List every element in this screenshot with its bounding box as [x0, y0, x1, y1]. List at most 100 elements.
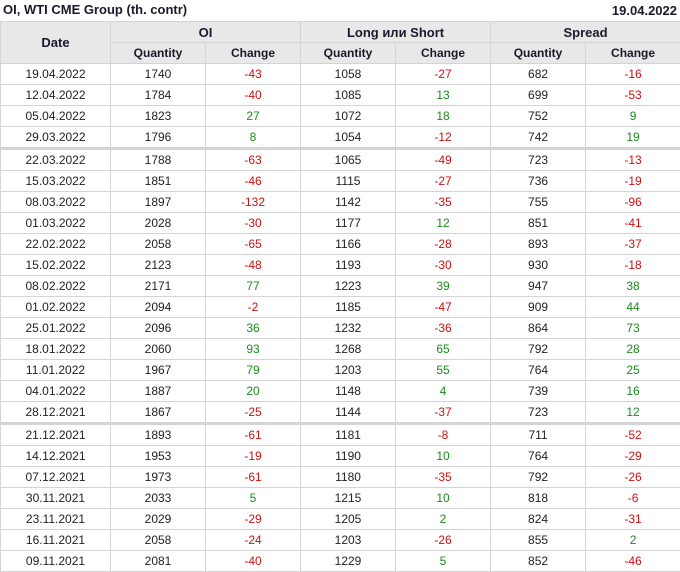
- cell-ls-quantity: 1203: [301, 530, 396, 551]
- cell-date: 19.04.2022: [1, 64, 111, 85]
- cell-spread-quantity: 752: [491, 106, 586, 127]
- cell-oi-quantity: 1973: [111, 467, 206, 488]
- cell-oi-change: -63: [206, 149, 301, 171]
- cell-date: 11.01.2022: [1, 360, 111, 381]
- cell-oi-change: -24: [206, 530, 301, 551]
- cell-oi-change: -40: [206, 551, 301, 572]
- cell-oi-quantity: 1740: [111, 64, 206, 85]
- cell-spread-change: 73: [586, 318, 680, 339]
- cell-date: 01.02.2022: [1, 297, 111, 318]
- cell-spread-quantity: 739: [491, 381, 586, 402]
- cell-spread-quantity: 764: [491, 360, 586, 381]
- cell-oi-change: -25: [206, 402, 301, 424]
- cell-oi-change: -132: [206, 192, 301, 213]
- column-header-ls-change: Change: [396, 43, 491, 64]
- cell-date: 22.02.2022: [1, 234, 111, 255]
- cell-ls-change: 55: [396, 360, 491, 381]
- cell-ls-change: -12: [396, 127, 491, 149]
- cell-date: 23.11.2021: [1, 509, 111, 530]
- cell-oi-change: -30: [206, 213, 301, 234]
- cell-ls-quantity: 1054: [301, 127, 396, 149]
- cell-date: 18.01.2022: [1, 339, 111, 360]
- cell-date: 14.12.2021: [1, 446, 111, 467]
- cell-oi-change: -65: [206, 234, 301, 255]
- column-header-spread-quantity: Quantity: [491, 43, 586, 64]
- cell-ls-quantity: 1223: [301, 276, 396, 297]
- cell-spread-change: 9: [586, 106, 680, 127]
- cell-oi-change: 36: [206, 318, 301, 339]
- cell-spread-quantity: 824: [491, 509, 586, 530]
- cell-ls-change: 39: [396, 276, 491, 297]
- cell-date: 28.12.2021: [1, 402, 111, 424]
- cell-ls-change: -8: [396, 424, 491, 446]
- cell-spread-change: -41: [586, 213, 680, 234]
- cell-oi-quantity: 2028: [111, 213, 206, 234]
- cell-ls-quantity: 1065: [301, 149, 396, 171]
- cell-ls-quantity: 1072: [301, 106, 396, 127]
- cell-ls-change: 65: [396, 339, 491, 360]
- cell-spread-quantity: 792: [491, 467, 586, 488]
- cell-spread-change: -26: [586, 467, 680, 488]
- cell-spread-quantity: 947: [491, 276, 586, 297]
- group-header-long-short: Long или Short: [301, 22, 491, 43]
- column-header-spread-change: Change: [586, 43, 680, 64]
- cell-date: 05.04.2022: [1, 106, 111, 127]
- cell-spread-quantity: 682: [491, 64, 586, 85]
- cell-ls-change: -26: [396, 530, 491, 551]
- cell-spread-change: 19: [586, 127, 680, 149]
- cell-ls-change: -28: [396, 234, 491, 255]
- cell-oi-quantity: 2060: [111, 339, 206, 360]
- cell-date: 08.02.2022: [1, 276, 111, 297]
- cell-spread-change: -18: [586, 255, 680, 276]
- cell-oi-quantity: 1788: [111, 149, 206, 171]
- cell-ls-quantity: 1115: [301, 171, 396, 192]
- cell-oi-quantity: 2171: [111, 276, 206, 297]
- cell-date: 15.03.2022: [1, 171, 111, 192]
- cell-ls-quantity: 1177: [301, 213, 396, 234]
- cell-spread-change: -52: [586, 424, 680, 446]
- cell-date: 22.03.2022: [1, 149, 111, 171]
- cell-spread-quantity: 764: [491, 446, 586, 467]
- cell-date: 15.02.2022: [1, 255, 111, 276]
- cell-ls-quantity: 1205: [301, 509, 396, 530]
- cell-spread-change: -96: [586, 192, 680, 213]
- cell-oi-quantity: 1893: [111, 424, 206, 446]
- report-title: OI, WTI CME Group (th. contr): [3, 2, 187, 17]
- cell-spread-change: 38: [586, 276, 680, 297]
- cell-oi-quantity: 1867: [111, 402, 206, 424]
- cell-spread-quantity: 699: [491, 85, 586, 106]
- cell-ls-quantity: 1166: [301, 234, 396, 255]
- cell-ls-change: 2: [396, 509, 491, 530]
- cell-spread-change: -13: [586, 149, 680, 171]
- cell-ls-change: -47: [396, 297, 491, 318]
- cell-oi-quantity: 2058: [111, 234, 206, 255]
- cell-ls-change: 18: [396, 106, 491, 127]
- cell-spread-quantity: 893: [491, 234, 586, 255]
- cell-oi-quantity: 1796: [111, 127, 206, 149]
- cell-ls-quantity: 1229: [301, 551, 396, 572]
- cell-spread-change: 28: [586, 339, 680, 360]
- column-header-oi-change: Change: [206, 43, 301, 64]
- cell-oi-change: 27: [206, 106, 301, 127]
- cell-spread-quantity: 755: [491, 192, 586, 213]
- cell-oi-quantity: 1823: [111, 106, 206, 127]
- cell-spread-change: -19: [586, 171, 680, 192]
- cell-date: 25.01.2022: [1, 318, 111, 339]
- cell-spread-change: 16: [586, 381, 680, 402]
- cell-oi-change: -19: [206, 446, 301, 467]
- cell-oi-quantity: 2123: [111, 255, 206, 276]
- cell-oi-change: -46: [206, 171, 301, 192]
